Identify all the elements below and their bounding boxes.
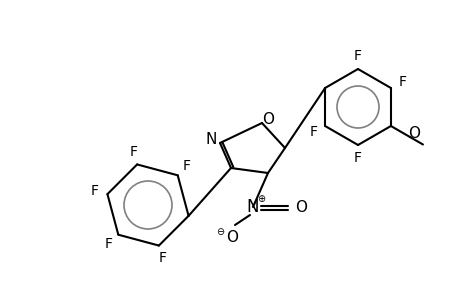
Text: O: O [262,112,274,127]
Text: O: O [407,125,419,140]
Text: F: F [91,184,99,198]
Text: F: F [183,159,190,173]
Text: F: F [129,145,137,159]
Text: F: F [309,125,317,140]
Text: N: N [205,133,216,148]
Text: O: O [225,230,237,245]
Text: F: F [105,237,113,251]
Text: N: N [246,198,259,216]
Text: O: O [294,200,306,214]
Text: F: F [353,151,361,165]
Text: ⊕: ⊕ [257,194,264,204]
Text: ⊖: ⊖ [215,227,224,237]
Text: F: F [158,251,166,265]
Text: F: F [397,74,405,88]
Text: F: F [353,49,361,63]
